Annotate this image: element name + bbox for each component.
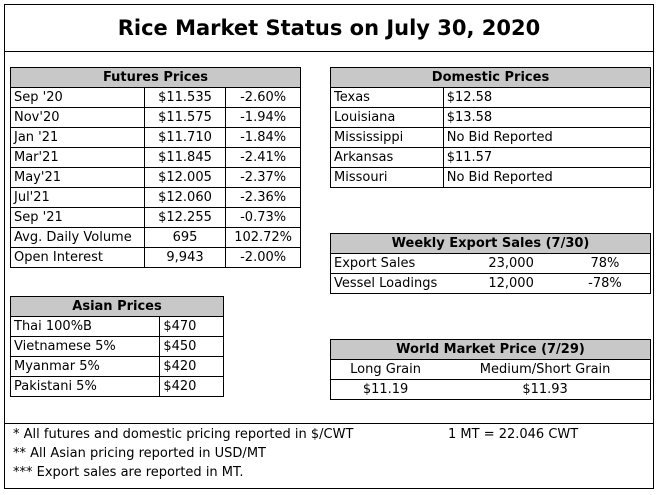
table-row: Nov'20 $11.575 -1.94% — [10, 107, 301, 128]
futures-header: Futures Prices — [10, 67, 301, 88]
futures-month: Sep '21 — [10, 207, 145, 228]
domestic-header: Domestic Prices — [330, 67, 651, 88]
footnote-asian: ** All Asian pricing reported in USD/MT — [13, 446, 266, 461]
futures-month: Jan '21 — [10, 127, 145, 148]
asian-label: Pakistani 5% — [9, 376, 161, 397]
futures-change: -1.84% — [225, 127, 301, 148]
table-row: $11.19 $11.93 — [330, 379, 652, 400]
asian-label: Thai 100%B — [9, 316, 161, 337]
domestic-price: $12.58 — [442, 87, 652, 108]
futures-table: Futures Prices Sep '20 $11.535 -2.60% No… — [10, 67, 301, 268]
table-row: Texas $12.58 — [330, 87, 652, 108]
export-table: Weekly Export Sales (7/30) Export Sales … — [330, 233, 651, 294]
conversion-note: 1 MT = 22.046 CWT — [448, 427, 579, 442]
table-row: Louisiana $13.58 — [330, 107, 652, 128]
table-row: Myanmar 5% $420 — [9, 356, 224, 377]
table-row: Sep '21 $12.255 -0.73% — [10, 207, 301, 228]
asian-header: Asian Prices — [10, 296, 224, 317]
futures-price: $12.255 — [143, 207, 227, 228]
futures-price: $11.575 — [143, 107, 227, 128]
domestic-price: No Bid Reported — [442, 167, 652, 188]
domestic-price: $13.58 — [442, 107, 652, 128]
table-row: Long Grain Medium/Short Grain — [330, 359, 652, 380]
table-row: Mississippi No Bid Reported — [330, 127, 652, 148]
table-row: Missouri No Bid Reported — [330, 167, 652, 188]
export-change: -78% — [559, 273, 651, 294]
table-row: Pakistani 5% $420 — [9, 376, 224, 397]
table-row: Avg. Daily Volume 695 102.72% — [10, 227, 301, 248]
export-change: 78% — [559, 253, 651, 274]
futures-change: -1.94% — [225, 107, 301, 128]
futures-month: May'21 — [10, 167, 145, 188]
footnotes: * All futures and domestic pricing repor… — [4, 423, 654, 489]
table-row: Export Sales 23,000 78% — [330, 253, 651, 274]
volume-value: 695 — [143, 227, 227, 248]
futures-month: Mar'21 — [10, 147, 145, 168]
table-row: Jan '21 $11.710 -1.84% — [10, 127, 301, 148]
open-interest-value: 9,943 — [143, 247, 227, 268]
futures-price: $12.060 — [143, 187, 227, 208]
open-interest-label: Open Interest — [10, 247, 145, 268]
futures-change: -2.41% — [225, 147, 301, 168]
futures-month: Sep '20 — [10, 87, 145, 108]
table-row: Mar'21 $11.845 -2.41% — [10, 147, 301, 168]
domestic-state: Arkansas — [330, 147, 444, 168]
long-grain-label: Long Grain — [330, 359, 441, 380]
world-header: World Market Price (7/29) — [330, 339, 651, 360]
export-header: Weekly Export Sales (7/30) — [330, 233, 651, 254]
futures-price: $11.710 — [143, 127, 227, 148]
table-row: May'21 $12.005 -2.37% — [10, 167, 301, 188]
domestic-table: Domestic Prices Texas $12.58 Louisiana $… — [330, 67, 652, 188]
domestic-state: Mississippi — [330, 127, 444, 148]
footnote-futures: * All futures and domestic pricing repor… — [13, 427, 354, 442]
medium-grain-price: $11.93 — [440, 379, 652, 400]
domestic-state: Louisiana — [330, 107, 444, 128]
asian-price: $420 — [159, 376, 224, 397]
futures-change: -2.36% — [225, 187, 301, 208]
table-row: Vessel Loadings 12,000 -78% — [330, 273, 651, 294]
table-row: Thai 100%B $470 — [9, 316, 224, 337]
asian-price: $420 — [159, 356, 224, 377]
futures-price: $11.845 — [143, 147, 227, 168]
asian-label: Vietnamese 5% — [9, 336, 161, 357]
domestic-state: Missouri — [330, 167, 444, 188]
export-value: 23,000 — [462, 253, 560, 274]
futures-change: -2.37% — [225, 167, 301, 188]
medium-grain-label: Medium/Short Grain — [440, 359, 652, 380]
export-label: Vessel Loadings — [330, 273, 463, 294]
export-label: Export Sales — [330, 253, 463, 274]
table-row: Arkansas $11.57 — [330, 147, 652, 168]
futures-price: $11.535 — [143, 87, 227, 108]
asian-price: $470 — [159, 316, 224, 337]
long-grain-price: $11.19 — [330, 379, 441, 400]
domestic-price: No Bid Reported — [442, 127, 652, 148]
asian-label: Myanmar 5% — [9, 356, 161, 377]
world-table: World Market Price (7/29) Long Grain Med… — [330, 339, 652, 400]
domestic-price: $11.57 — [442, 147, 652, 168]
page-title: Rice Market Status on July 30, 2020 — [4, 4, 654, 52]
futures-month: Jul'21 — [10, 187, 145, 208]
futures-change: -2.60% — [225, 87, 301, 108]
footnote-export: *** Export sales are reported in MT. — [13, 465, 244, 480]
asian-price: $450 — [159, 336, 224, 357]
futures-month: Nov'20 — [10, 107, 145, 128]
asian-table: Asian Prices Thai 100%B $470 Vietnamese … — [9, 296, 224, 397]
open-interest-change: -2.00% — [225, 247, 301, 268]
volume-label: Avg. Daily Volume — [10, 227, 145, 248]
table-row: Open Interest 9,943 -2.00% — [10, 247, 301, 268]
table-row: Sep '20 $11.535 -2.60% — [10, 87, 301, 108]
table-row: Jul'21 $12.060 -2.36% — [10, 187, 301, 208]
export-value: 12,000 — [462, 273, 560, 294]
domestic-state: Texas — [330, 87, 444, 108]
table-row: Vietnamese 5% $450 — [9, 336, 224, 357]
futures-price: $12.005 — [143, 167, 227, 188]
futures-change: -0.73% — [225, 207, 301, 228]
volume-change: 102.72% — [225, 227, 301, 248]
